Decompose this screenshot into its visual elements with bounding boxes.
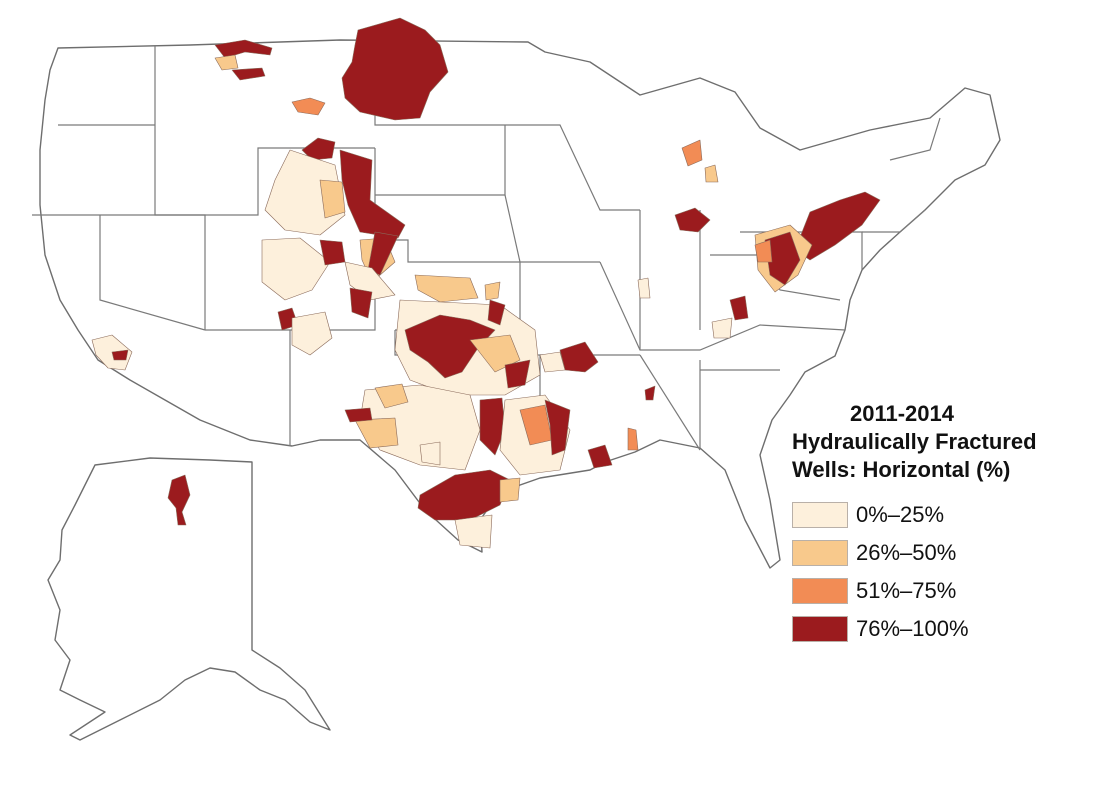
basin-mississippi: [644, 385, 656, 401]
legend-label: 76%–100%: [856, 616, 969, 641]
basin-permian-orange: [374, 383, 409, 409]
basin-texas-gulf: [499, 477, 521, 503]
state-boundaries: [32, 42, 941, 451]
basin-alaska-north-slope: [167, 474, 191, 526]
basin-arkansas-west: [539, 351, 566, 373]
legend-item: 26%–50%: [792, 534, 1092, 572]
legend-title-period: 2011-2014: [850, 401, 954, 426]
basin-permian-core: [344, 407, 373, 423]
basin-wyoming-mid: [319, 179, 346, 219]
basin-louisiana: [627, 427, 639, 451]
basin-ohio: [674, 207, 711, 233]
basin-haynesville: [587, 444, 613, 469]
basin-appalachian-south: [729, 295, 749, 321]
basin-texas-south: [454, 514, 493, 549]
legend-item: 51%–75%: [792, 572, 1092, 610]
map-legend: 2011-2014 Hydraulically Fractured Wells:…: [792, 400, 1092, 648]
basin-wyoming-east: [339, 149, 406, 239]
legend-label: 51%–75%: [856, 578, 957, 603]
basin-illinois: [637, 277, 651, 299]
basin-oklahoma-south: [504, 359, 531, 389]
legend-label: 26%–50%: [856, 540, 957, 565]
basin-michigan-a: [681, 139, 703, 167]
basin-permian-west: [354, 417, 399, 449]
legend-swatch: [792, 616, 848, 642]
basin-oklahoma-mid: [469, 334, 521, 373]
basin-nm-north: [291, 311, 333, 356]
legend-item: 0%–25%: [792, 496, 1092, 534]
basin-montana-ring: [231, 67, 266, 81]
basin-oklahoma-se: [487, 299, 506, 326]
basin-kansas: [414, 274, 479, 303]
alaska-outline: [47, 457, 331, 741]
basin-appalachian-orange: [754, 239, 773, 263]
legend-item: 76%–100%: [792, 610, 1092, 648]
legend-swatch: [792, 540, 848, 566]
basin-california-core: [111, 349, 129, 361]
basin-barnett: [479, 397, 506, 456]
legend-items: 0%–25% 26%–50% 51%–75% 76%–100%: [792, 496, 1092, 648]
basin-appalachian-core: [764, 231, 801, 286]
basin-kentucky: [711, 317, 733, 339]
basin-eagle-ford: [417, 469, 511, 521]
basin-kansas-east: [484, 281, 501, 301]
legend-title-line2: Hydraulically Fractured: [792, 429, 1037, 454]
basin-michigan-b: [704, 164, 719, 183]
legend-swatch: [792, 578, 848, 604]
basin-raton: [349, 287, 373, 319]
legend-title-line3: Wells: Horizontal (%): [792, 457, 1011, 482]
legend-label: 0%–25%: [856, 502, 945, 527]
basin-texas-mid: [419, 441, 441, 466]
legend-swatch: [792, 502, 848, 528]
basin-colorado-peak: [367, 231, 399, 276]
basin-montana-small: [214, 54, 239, 71]
basin-williston: [341, 17, 449, 121]
basin-colorado: [261, 237, 331, 301]
basin-montana-central: [291, 97, 326, 116]
basin-texas-east-red: [544, 399, 571, 456]
legend-title: 2011-2014 Hydraulically Fractured Wells:…: [792, 400, 1092, 484]
basin-anadarko: [404, 314, 496, 379]
basin-polygons: [91, 17, 881, 549]
